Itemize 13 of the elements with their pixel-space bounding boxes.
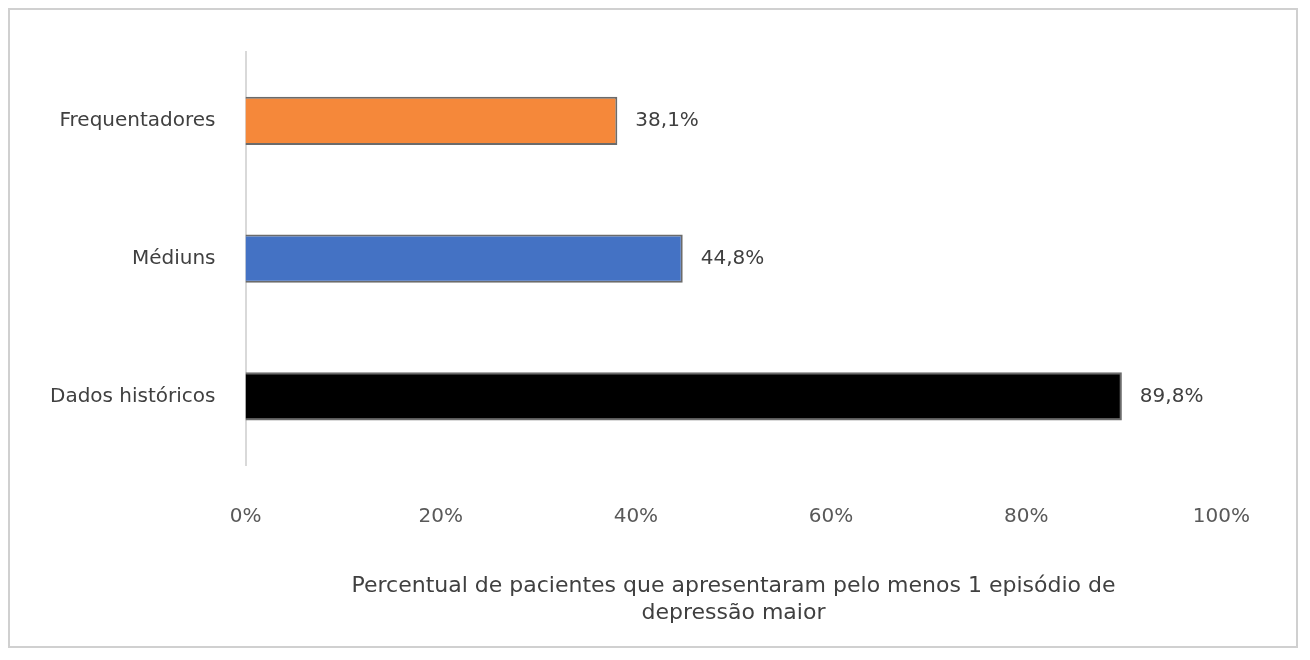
- x-tick-label: 60%: [808, 503, 854, 528]
- x-tick-label: 20%: [418, 503, 463, 528]
- y-tick-label: Médiuns: [131, 244, 216, 269]
- x-tick-label: 100%: [1192, 503, 1250, 528]
- x-tick-label: 80%: [1004, 503, 1049, 528]
- data-label: 38,1%: [635, 107, 699, 132]
- x-axis-title: Percentual de pacientes que apresentaram pelo menos 1 episódio de depressão maior: [351, 572, 1116, 624]
- y-tick-label: Dados históricos: [50, 382, 216, 407]
- x-tick-label: 0%: [229, 503, 262, 528]
- data-label: 44,8%: [700, 244, 765, 269]
- x-tick-label: 40%: [613, 503, 659, 528]
- y-tick-label: Frequentadores: [59, 107, 216, 132]
- data-label: 89,8%: [1139, 382, 1204, 407]
